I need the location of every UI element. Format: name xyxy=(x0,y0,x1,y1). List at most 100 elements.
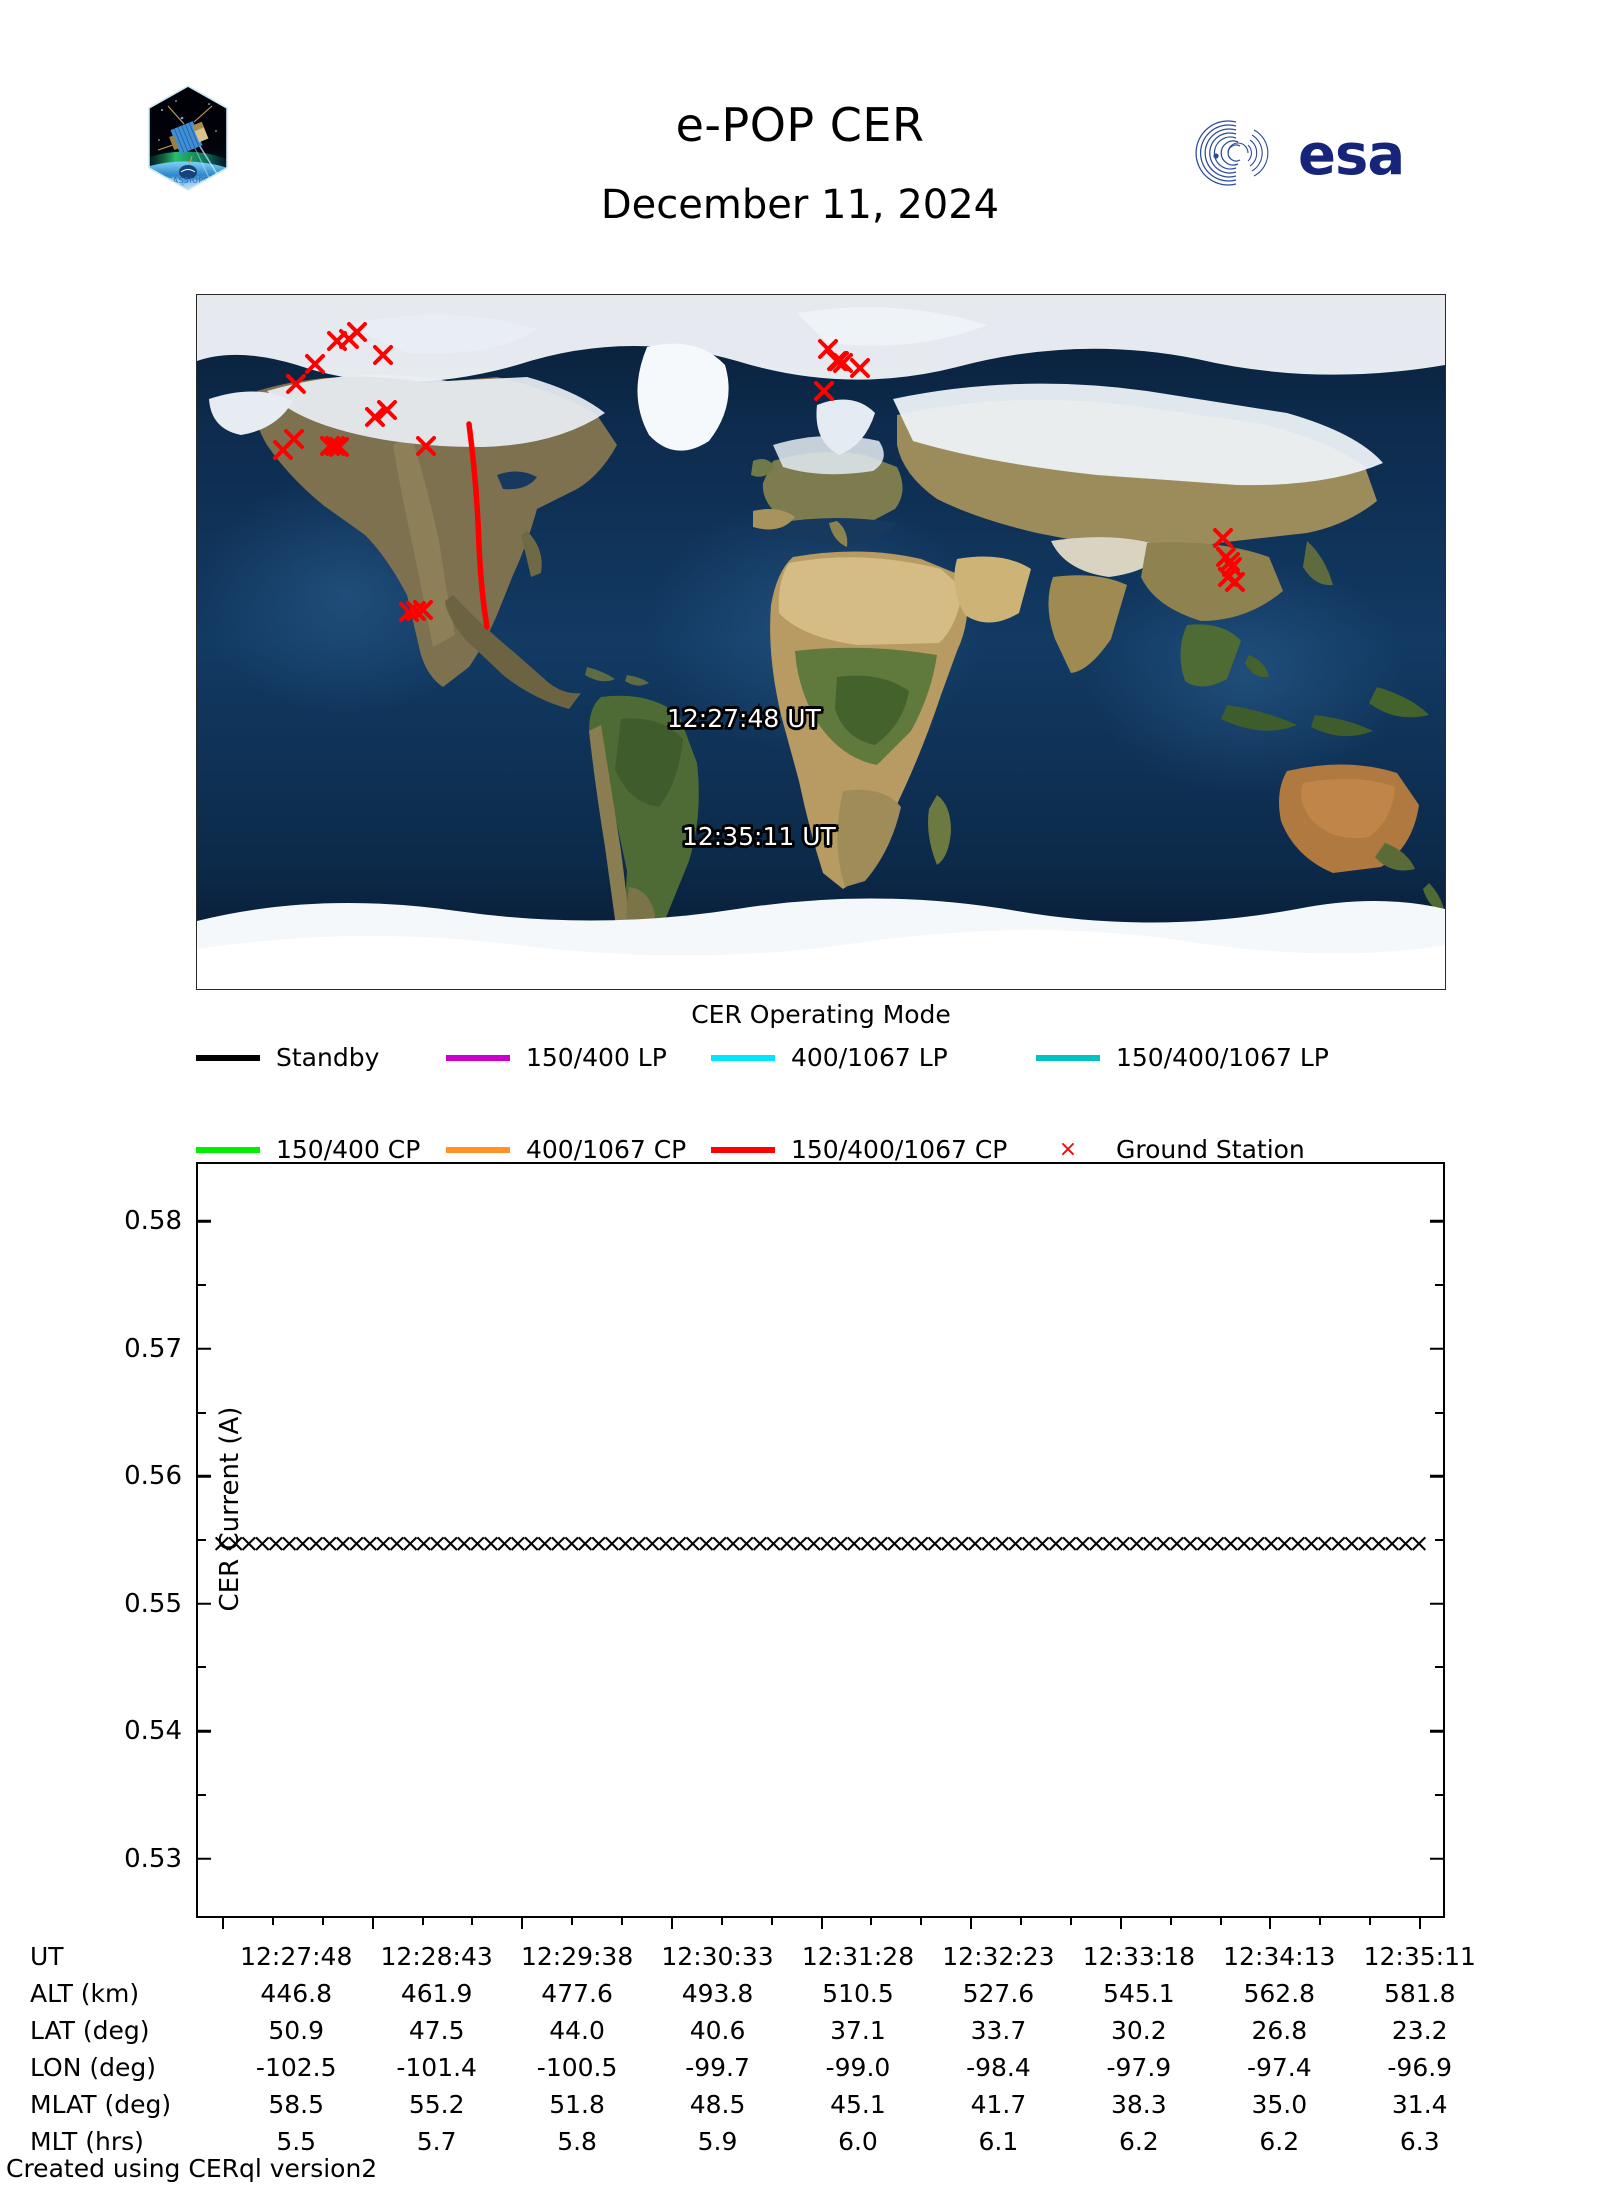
x-axis-tick xyxy=(970,1916,973,1929)
data-point-marker: × xyxy=(668,1528,690,1558)
legend-item[interactable]: Standby xyxy=(196,1043,379,1072)
table-row-header: UT xyxy=(30,1942,64,1971)
data-point-marker: × xyxy=(655,1528,677,1558)
table-cell: -101.4 xyxy=(396,2053,477,2082)
table-cell: -102.5 xyxy=(255,2053,337,2082)
data-point-marker: × xyxy=(789,1528,811,1558)
legend-item[interactable]: × Ground Station xyxy=(1036,1135,1305,1164)
data-point-marker: × xyxy=(1072,1528,1094,1558)
table-cell: 461.9 xyxy=(400,1979,473,2008)
legend-color-swatch xyxy=(196,1146,260,1153)
x-axis-minor-tick xyxy=(421,1916,424,1925)
data-point-marker: × xyxy=(1381,1528,1403,1558)
svg-text:CASSIOPE: CASSIOPE xyxy=(167,176,209,185)
y-axis-tick xyxy=(1430,1475,1443,1478)
table-cell: 6.2 xyxy=(1259,2127,1300,2156)
y-axis-tick xyxy=(198,1220,211,1223)
data-point-marker: × xyxy=(1126,1528,1148,1558)
legend-color-swatch xyxy=(1036,1054,1100,1061)
data-point-marker: × xyxy=(1139,1528,1161,1558)
table-cell: 510.5 xyxy=(822,1979,894,2008)
data-point-marker: × xyxy=(332,1528,354,1558)
legend-item-label: 400/1067 CP xyxy=(526,1135,687,1164)
data-point-marker: × xyxy=(292,1528,314,1558)
legend-item[interactable]: 150/400 CP xyxy=(196,1135,420,1164)
x-axis-minor-tick xyxy=(621,1916,623,1925)
data-point-marker: × xyxy=(265,1528,287,1558)
esa-logo-icon: esa xyxy=(1180,116,1458,190)
x-axis-tick xyxy=(371,1916,374,1929)
y-axis-tick-label: 0.54 xyxy=(124,1716,182,1747)
table-cell: 477.6 xyxy=(541,1979,613,2008)
data-point-marker: × xyxy=(857,1528,879,1558)
table-cell: 12:33:18 xyxy=(1082,1942,1195,1971)
table-cell: 12:31:28 xyxy=(801,1942,915,1971)
legend-title: CER Operating Mode xyxy=(691,1000,951,1029)
legend-item[interactable]: 400/1067 LP xyxy=(711,1043,948,1072)
world-map[interactable]: 12:27:48 UT 12:35:11 UT xyxy=(196,294,1446,990)
table-cell: 5.7 xyxy=(416,2127,457,2156)
ground-station-marker-icon: × xyxy=(1058,1136,1078,1162)
y-axis-minor-tick xyxy=(198,1284,206,1287)
y-axis-minor-tick xyxy=(1435,1793,1443,1796)
legend-item[interactable]: 150/400/1067 CP xyxy=(711,1135,1007,1164)
x-axis-tick xyxy=(1119,1916,1122,1929)
y-axis-minor-tick xyxy=(1435,1666,1443,1669)
data-point-marker: × xyxy=(1112,1528,1134,1558)
table-cell: 562.8 xyxy=(1243,1979,1316,2008)
table-row-header: LAT (deg) xyxy=(30,2016,150,2045)
data-point-marker: × xyxy=(426,1528,448,1558)
y-axis-minor-tick xyxy=(1435,1539,1443,1541)
table-row-header: ALT (km) xyxy=(30,1979,140,2008)
data-point-marker: × xyxy=(1085,1528,1107,1558)
data-point-marker: × xyxy=(413,1528,435,1558)
legend-item[interactable]: 150/400/1067 LP xyxy=(1036,1043,1329,1072)
data-point-marker: × xyxy=(238,1528,260,1558)
orbit-track xyxy=(466,421,490,630)
data-point-marker: × xyxy=(991,1528,1013,1558)
data-point-marker: × xyxy=(1233,1528,1255,1558)
data-point-marker: × xyxy=(776,1528,798,1558)
data-point-marker: × xyxy=(937,1528,959,1558)
data-point-marker: × xyxy=(722,1528,744,1558)
table-cell: -100.5 xyxy=(536,2053,618,2082)
table-cell: 12:30:33 xyxy=(661,1942,774,1971)
page-title: e-POP CER xyxy=(675,98,925,152)
x-axis-minor-tick xyxy=(271,1916,274,1925)
table-row: LAT (deg) 50.9 47.5 44.0 40.6 37.1 33.7 30.2 26.… xyxy=(30,2012,1490,2049)
table-cell: 58.5 xyxy=(268,2090,325,2119)
data-point-marker: × xyxy=(614,1528,636,1558)
y-axis-tick xyxy=(1430,1220,1443,1223)
data-point-marker: × xyxy=(897,1528,919,1558)
legend-item[interactable]: 400/1067 CP xyxy=(446,1135,686,1164)
x-axis-minor-tick xyxy=(1369,1916,1372,1925)
table-cell: 527.6 xyxy=(962,1979,1035,2008)
legend-item[interactable]: 150/400 LP xyxy=(446,1043,667,1072)
table-cell: 581.8 xyxy=(1383,1979,1456,2008)
y-axis-tick xyxy=(198,1857,211,1860)
legend-color-swatch xyxy=(446,1054,510,1061)
data-point-marker: × xyxy=(964,1528,986,1558)
legend-item-label: 400/1067 LP xyxy=(791,1043,948,1072)
data-point-marker: × xyxy=(762,1528,784,1558)
data-point-marker: × xyxy=(641,1528,663,1558)
operating-mode-legend: Standby 150/400 LP 400/1067 LP 150/400/1067… xyxy=(196,1043,1446,1164)
table-cell: -99.0 xyxy=(825,2053,891,2082)
data-point-marker: × xyxy=(588,1528,610,1558)
track-start-time-label: 12:27:48 UT xyxy=(665,702,824,736)
data-point-marker: × xyxy=(1327,1528,1349,1558)
table-row-header: MLAT (deg) xyxy=(30,2090,172,2119)
y-axis-tick xyxy=(1430,1602,1443,1605)
y-axis-minor-tick xyxy=(198,1539,206,1541)
data-point-marker: × xyxy=(467,1528,489,1558)
legend-item-label: 150/400 LP xyxy=(526,1043,667,1072)
data-point-marker: × xyxy=(493,1528,515,1558)
data-point-marker: × xyxy=(736,1528,757,1558)
legend-item-label: 150/400 CP xyxy=(276,1135,421,1164)
cassiope-mission-badge-icon: CASSIOPE xyxy=(146,84,230,192)
cer-current-plot[interactable]: CER Current (A) 0.58 0.57 0.56 0.55 0.54 0.53… xyxy=(124,1162,1445,1929)
y-axis-tick xyxy=(198,1475,211,1478)
table-cell: 30.2 xyxy=(1111,2016,1167,2045)
data-point-marker: × xyxy=(1287,1528,1309,1558)
legend-color-swatch xyxy=(711,1054,775,1061)
